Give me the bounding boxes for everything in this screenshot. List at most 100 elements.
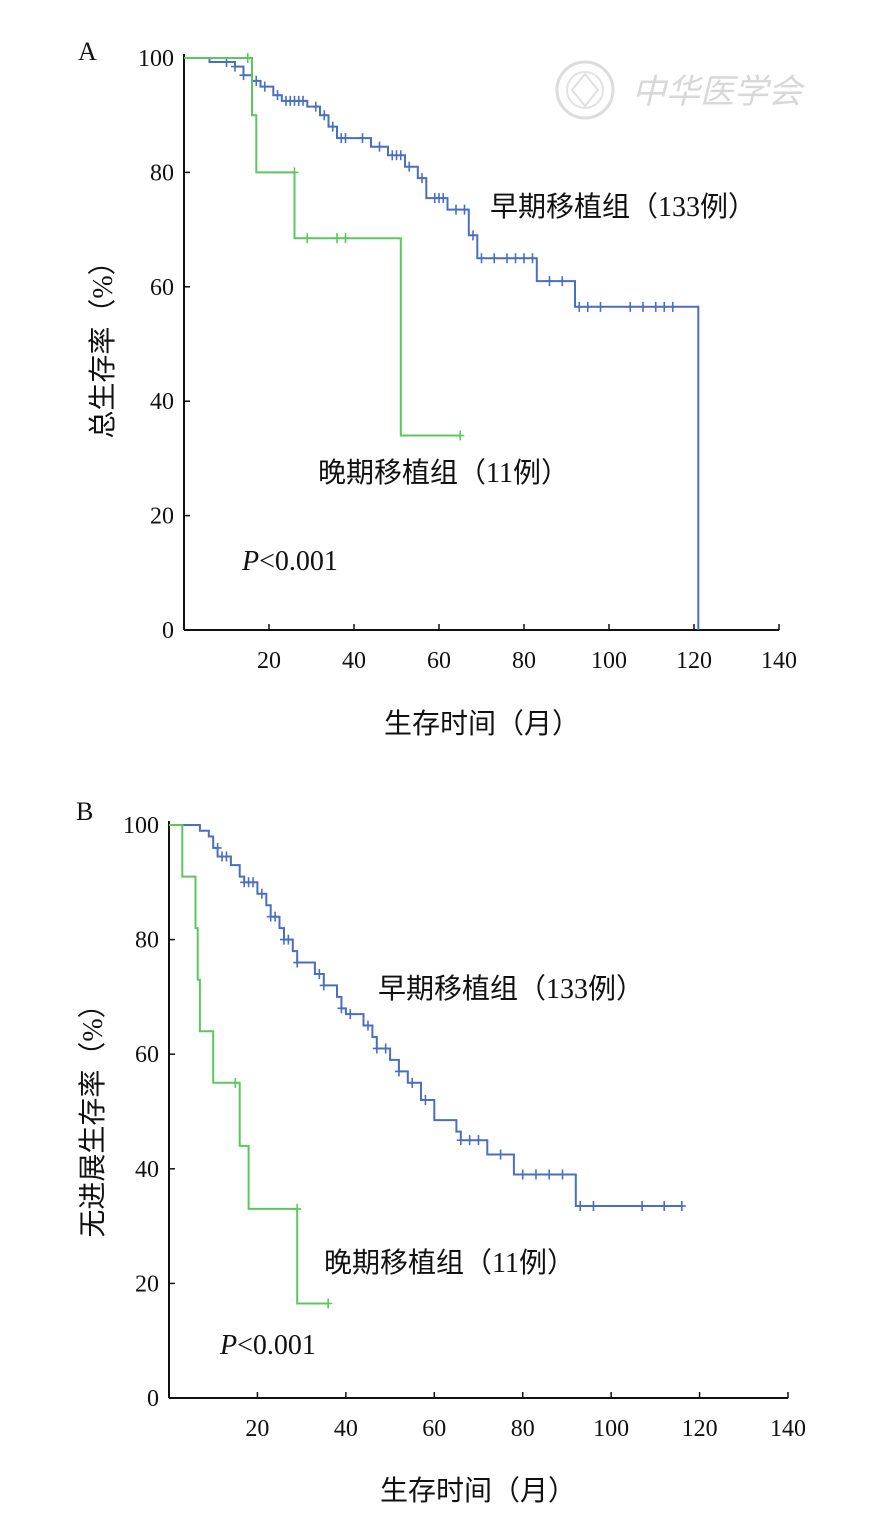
- panel-a-early-transplant-censor-mark: [511, 253, 520, 264]
- panel-a-early-transplant-censor-mark: [469, 230, 477, 241]
- panel-a-early-transplant-censor-mark: [490, 253, 499, 264]
- panel-b-y-tick-label: 0: [147, 1386, 159, 1412]
- panel-a-early-transplant-censor-mark: [626, 301, 635, 312]
- panel-b-early-transplant-censor-mark: [372, 1043, 381, 1054]
- panel-a-early-transplant-censor-mark: [460, 204, 469, 215]
- panel-b-y-tick-label: 100: [123, 813, 159, 839]
- panel-b-x-tick-label: 40: [334, 1416, 358, 1442]
- panel-b-late-transplant-censor-mark: [293, 1203, 302, 1214]
- panel-a-y-tick-label: 60: [150, 275, 174, 301]
- panel-a-x-tick-label: 80: [512, 648, 536, 674]
- panel-b-early-transplant-censor-mark: [421, 1095, 430, 1106]
- panel-b-p-symbol: P: [219, 1330, 237, 1361]
- panel-b-y-tick-label: 60: [135, 1042, 159, 1068]
- panel-a-p-threshold: <0.001: [259, 546, 338, 577]
- panel-a-early-transplant-censor-mark: [596, 301, 605, 312]
- panel-a-letter: A: [78, 37, 97, 66]
- panel-a-early-transplant-censor-mark: [452, 204, 460, 215]
- panel-b-x-tick-label: 20: [245, 1416, 269, 1442]
- panel-a-early-transplant-censor-mark: [239, 70, 248, 81]
- panel-a-early-transplant-censor-mark: [439, 193, 448, 204]
- panel-b-early-transplant-censor-mark: [249, 877, 258, 888]
- panel-b-early-transplant-censor-mark: [271, 911, 280, 922]
- panel-a-early-transplant-censor-mark: [520, 253, 528, 264]
- panel-a-late-transplant-censor-mark: [456, 430, 465, 441]
- panel-a-x-tick-label: 20: [257, 648, 281, 674]
- panel-b-early-series-label: 早期移植组（133例）: [378, 973, 644, 1005]
- panel-a-axes: [183, 54, 780, 631]
- panel-b-early-transplant-censor-mark: [408, 1077, 417, 1088]
- panel-a-late-series-label: 晚期移植组（11例）: [318, 457, 569, 489]
- panel-b-early-transplant-censor-mark: [284, 934, 293, 945]
- panel-a-early-transplant-censor-mark: [583, 301, 592, 312]
- panel-a-early-transplant-censor-mark: [558, 276, 567, 287]
- panel-b-early-transplant-censor-mark: [496, 1149, 505, 1160]
- panel-a-early-transplant-censor-mark: [477, 253, 486, 264]
- panel-a-early-transplant-censor-mark: [328, 121, 337, 132]
- panel-a-early-series-label: 早期移植组（133例）: [490, 191, 756, 223]
- panel-b-tick-labels: 0 20 40 60 80 100 20 40 60 80 100 120 140: [123, 813, 806, 1442]
- watermark: 中华医学会: [555, 60, 806, 120]
- panel-b-early-transplant-censor-mark: [545, 1169, 554, 1180]
- panel-a-early-transplant-censor-mark: [418, 173, 426, 184]
- panel-a-early-transplant-censor-mark: [660, 301, 669, 312]
- panel-b-early-transplant-censor-mark: [319, 980, 328, 991]
- panel-a-early-transplant-censor-mark: [396, 150, 405, 161]
- panel-a-early-transplant-censor-mark: [639, 301, 647, 312]
- panel-a-series: [184, 53, 700, 630]
- panel-a-early-transplant-censor-mark: [231, 61, 239, 72]
- panel-b-x-tick-label: 80: [511, 1416, 535, 1442]
- panel-a-tick-labels: 0 20 40 60 80 100 20 40 60 80 100 120 140: [138, 46, 797, 674]
- panel-a-y-axis-label: 总生存率（%）: [87, 247, 119, 438]
- panel-a-late-transplant-censor-mark: [341, 233, 350, 244]
- panel-b-axes: [168, 821, 789, 1399]
- panel-b-series: [169, 824, 686, 1309]
- panel-a-late-transplant-censor-mark: [303, 233, 312, 244]
- panel-b-early-transplant-censor-mark: [337, 1003, 346, 1014]
- panel-b-y-tick-label: 40: [135, 1157, 159, 1183]
- society-seal-icon: [555, 60, 615, 120]
- panel-b-early-transplant-censor-mark: [222, 851, 231, 862]
- panel-a-early-transplant-censor-mark: [320, 110, 329, 121]
- panel-a-early-transplant-censor-mark: [575, 301, 584, 312]
- panel-b-early-transplant-censor-mark: [558, 1169, 567, 1180]
- panel-b-x-tick-label: 140: [770, 1416, 806, 1442]
- panel-b-early-transplant-censor-mark: [257, 888, 266, 899]
- panel-b-p-threshold: <0.001: [237, 1330, 316, 1361]
- panel-a-x-tick-label: 60: [427, 648, 451, 674]
- panel-a-early-transplant-censor-mark: [375, 141, 384, 152]
- panel-b-early-transplant-censor-mark: [381, 1043, 390, 1054]
- panel-b-y-tick-label: 20: [135, 1271, 159, 1297]
- panel-b-y-tick-label: 80: [135, 928, 159, 954]
- panel-a-y-tick-label: 100: [138, 46, 174, 72]
- panel-a-x-tick-label: 120: [676, 648, 712, 674]
- panel-b-p-value: P<0.001: [219, 1330, 316, 1361]
- panel-a-p-value: P<0.001: [241, 546, 338, 577]
- panel-b-early-transplant-censor-mark: [677, 1201, 686, 1212]
- panel-a-y-tick-label: 80: [150, 160, 174, 186]
- panel-a-y-tick-label: 20: [150, 504, 174, 530]
- panel-a-early-transplant-censor-mark: [273, 90, 282, 101]
- panel-b-y-axis-label: 无进展生存率（%）: [77, 990, 109, 1237]
- panel-a-early-transplant-censor-mark: [528, 253, 537, 264]
- panel-a-x-tick-label: 100: [591, 648, 627, 674]
- panel-b-early-transplant-censor-mark: [465, 1135, 474, 1146]
- panel-a-early-transplant-censor-mark: [299, 95, 307, 106]
- panel-b-x-axis-label: 生存时间（月）: [380, 1475, 576, 1507]
- panel-b-early-transplant-censor-mark: [293, 957, 302, 968]
- panel-b-early-transplant-censor-mark: [589, 1201, 598, 1212]
- panel-a-y-tick-label: 0: [162, 618, 174, 644]
- panel-b-late-series-label: 晚期移植组（11例）: [324, 1247, 575, 1279]
- panel-b-x-tick-label: 60: [422, 1416, 446, 1442]
- panel-a-early-transplant-censor-mark: [651, 301, 660, 312]
- panel-a-late-transplant-censor-mark: [333, 233, 341, 244]
- panel-a-x-tick-label: 140: [761, 648, 797, 674]
- panel-b-early-transplant-censor-mark: [213, 842, 222, 853]
- panel-b-x-tick-label: 120: [682, 1416, 718, 1442]
- panel-a-early-transplant-censor-mark: [260, 81, 269, 92]
- panel-b-late-transplant-censor-mark: [231, 1077, 240, 1088]
- panel-b-early-transplant-censor-mark: [531, 1169, 540, 1180]
